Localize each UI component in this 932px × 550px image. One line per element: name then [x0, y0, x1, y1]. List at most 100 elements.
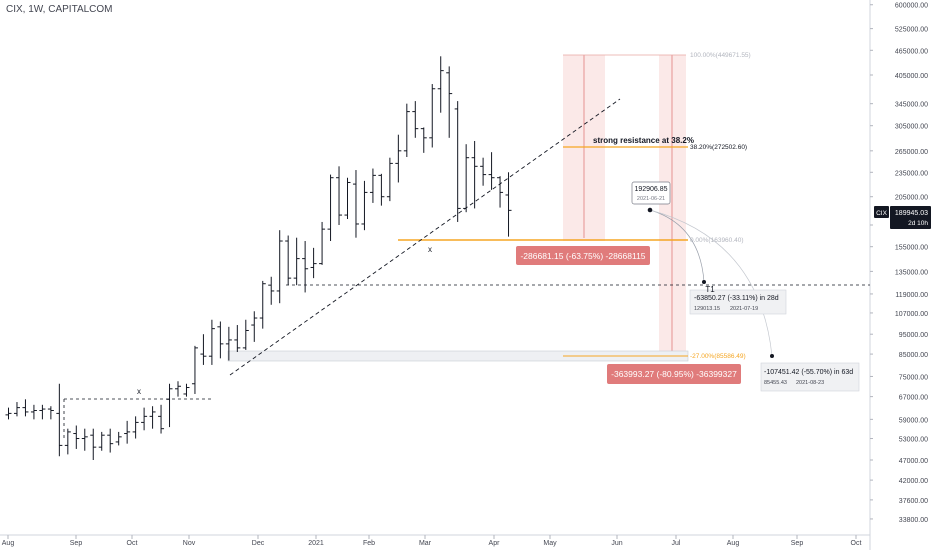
ohlc-bar [293, 237, 300, 286]
ohlc-bar [285, 235, 292, 286]
ohlc-bar [81, 428, 88, 451]
ohlc-bar [175, 381, 181, 397]
tooltip-value: 192906.85 [634, 186, 667, 193]
x-tick-label: Mar [419, 540, 432, 547]
ohlc-bar [64, 428, 71, 455]
x-tick-label: Nov [183, 540, 196, 547]
x-tick-label: Oct [851, 540, 862, 547]
ohlc-bar [90, 428, 97, 460]
y-tick-label: 305000.00 [895, 124, 928, 131]
marker-x-1: x [137, 387, 141, 396]
ohlc-bar [412, 101, 419, 138]
ohlc-bar [437, 56, 444, 113]
projection-target-1-dot [702, 280, 706, 284]
price-tag-bg [890, 206, 931, 229]
y-tick-label: 85000.00 [899, 352, 928, 359]
ohlc-bar [158, 404, 165, 434]
ohlc-bar [107, 428, 114, 453]
ohlc-bar [22, 399, 29, 417]
ohlc-bar [208, 319, 215, 365]
ohlc-bar [217, 321, 224, 359]
ohlc-bar [149, 406, 156, 429]
projection-2-target: 85455.43 [764, 380, 787, 386]
ohlc-bar [361, 180, 368, 231]
ohlc-bar [463, 144, 470, 213]
projection-target-2-dot [770, 354, 774, 358]
ohlc-bar [225, 326, 232, 361]
ohlc-bar [191, 345, 198, 394]
tooltip-box [631, 181, 671, 205]
resistance-label: strong resistance at 38.2% [593, 136, 694, 145]
x-tick-label: Dec [252, 540, 265, 547]
ohlc-bar [259, 280, 266, 329]
price-tag-value: 189945.03 [895, 210, 928, 217]
y-tick-label: 345000.00 [895, 102, 928, 109]
price-tag-countdown: 2d 10h [908, 220, 928, 227]
y-tick-label: 67000.00 [899, 395, 928, 402]
ohlc-bar [124, 420, 131, 444]
ohlc-bar [429, 84, 436, 148]
chart-header: CIX, 1W, CAPITALCOM [6, 4, 113, 15]
range-1-label: -286681.15 (-63.75%) -28668115 [520, 251, 645, 261]
y-tick-label: 107000.00 [895, 311, 928, 318]
symbol-title: CIX, 1W, CAPITALCOM [6, 4, 113, 15]
projection-2-label: -107451.42 (-55.70%) in 63d [764, 369, 853, 376]
price-tag-symbol: CIX [876, 210, 888, 217]
y-tick-label: 95000.00 [899, 332, 928, 339]
ohlc-bar [446, 66, 453, 138]
x-tick-label: Oct [127, 540, 138, 547]
ohlc-bar [56, 383, 63, 457]
projection-1-box [689, 289, 787, 315]
range-2-label-bg [607, 364, 741, 384]
ohlc-bar [268, 276, 275, 305]
ohlc-bar [488, 152, 495, 190]
projection-1-label: -63850.27 (-33.11%) in 28d [694, 295, 779, 302]
x-tick-label: Feb [363, 540, 375, 547]
x-tick-label: Jul [672, 540, 681, 547]
ohlc-bar [276, 230, 283, 304]
ohlc-bar [39, 404, 46, 420]
projection-1-date: 2021-07-19 [730, 306, 758, 312]
ohlc-bar [327, 174, 334, 242]
y-tick-label: 47000.00 [899, 458, 928, 465]
y-tick-label: 405000.00 [895, 73, 928, 80]
ohlc-bar [480, 157, 487, 186]
ohlc-bar [395, 134, 402, 183]
ohlc-bar [369, 168, 376, 203]
x-tick-label: Apr [489, 540, 501, 547]
y-tick-label: 37600.00 [899, 498, 928, 505]
x-tick-label: Aug [2, 540, 15, 547]
projection-arc-2 [649, 209, 773, 357]
ohlc-bar [378, 173, 385, 206]
ohlc-bar [310, 247, 317, 279]
y-tick-label: 205000.00 [895, 195, 928, 202]
marker-x-2: x [428, 245, 432, 254]
ohlc-bar [302, 241, 309, 293]
ohlc-bar [386, 157, 393, 202]
range-1-label-bg [516, 246, 650, 265]
ohlc-bar [497, 176, 504, 208]
fib-100-label: 100.00%(449671.55) [690, 52, 751, 59]
y-tick-label: 59000.00 [899, 417, 928, 424]
price-tag-symbol-bg [874, 206, 889, 218]
ohlc-bar [115, 431, 122, 446]
trendline [229, 98, 621, 376]
range-2-label: -363993.27 (-80.95%) -36399327 [611, 369, 737, 379]
x-tick-label: May [543, 540, 557, 547]
ohlc-bar [183, 383, 190, 397]
projection-origin-dot [647, 207, 653, 213]
ohlc-bar [319, 221, 326, 265]
ohlc-bar [30, 404, 37, 420]
y-tick-label: 33800.00 [899, 517, 928, 524]
y-tick-label: 465000.00 [895, 48, 928, 55]
x-tick-label: Sep [791, 540, 804, 547]
x-tick-label: Jun [611, 540, 622, 547]
ohlc-bar [336, 166, 343, 225]
ohlc-bar [471, 140, 478, 209]
ohlc-bar [13, 402, 20, 417]
projection-1-target: 129013.15 [694, 306, 720, 312]
ohlc-bar [420, 127, 427, 153]
marker-t1: T1 [705, 285, 715, 294]
